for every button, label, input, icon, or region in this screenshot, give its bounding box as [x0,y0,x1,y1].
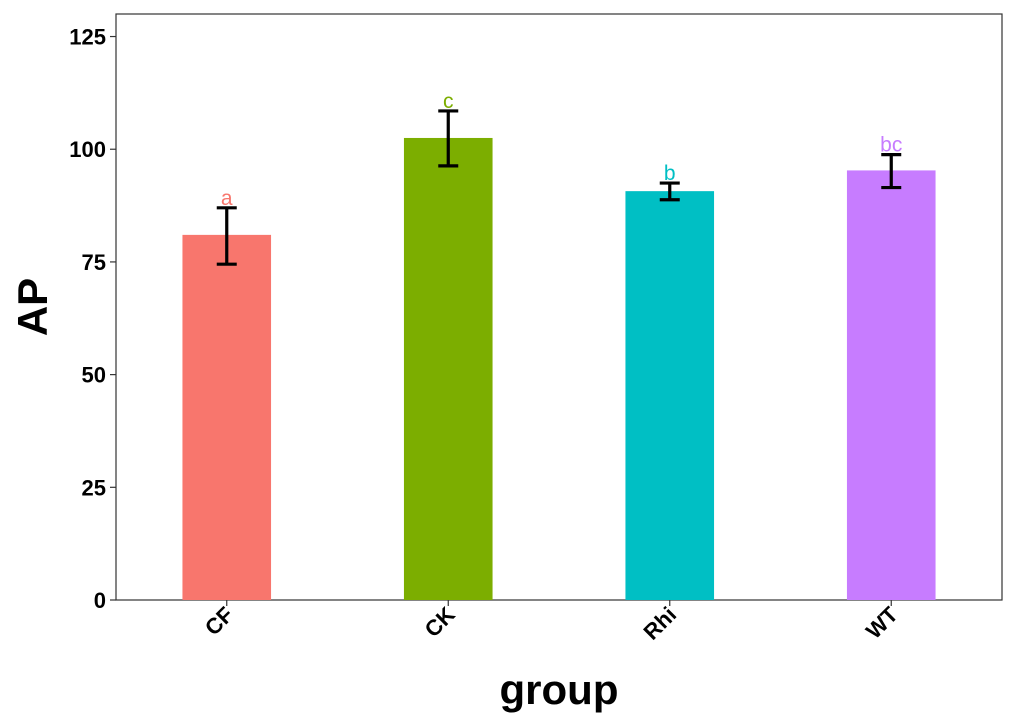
significance-label-ck: c [443,90,454,113]
bar-ck [403,137,493,600]
bar-wt [846,170,936,600]
x-tick-label-ck: CK [420,602,460,642]
significance-label-cf: a [221,187,233,210]
x-axis-title: group [500,666,619,713]
y-tick-label: 100 [69,137,106,162]
error-bar-rhi [659,181,680,202]
panel-border [115,13,1003,601]
bar-rhi [625,191,715,600]
y-axis-title: AP [9,278,56,336]
y-tick-label: 75 [82,250,106,275]
y-tick-label: 50 [82,363,106,388]
bar-cf [182,234,272,600]
error-bar-ck [438,109,459,168]
significance-label-rhi: b [664,162,676,185]
y-tick-label: 25 [82,475,106,500]
significance-label-wt: bc [880,134,902,157]
x-tick-label-wt: WT [861,601,903,643]
x-tick-label-rhi: Rhi [639,602,682,645]
y-tick-label: 0 [94,588,106,613]
x-tick-label-cf: CF [200,602,238,640]
error-bar-cf [216,206,237,266]
y-tick-label: 125 [69,25,106,50]
error-bar-wt [881,153,902,190]
